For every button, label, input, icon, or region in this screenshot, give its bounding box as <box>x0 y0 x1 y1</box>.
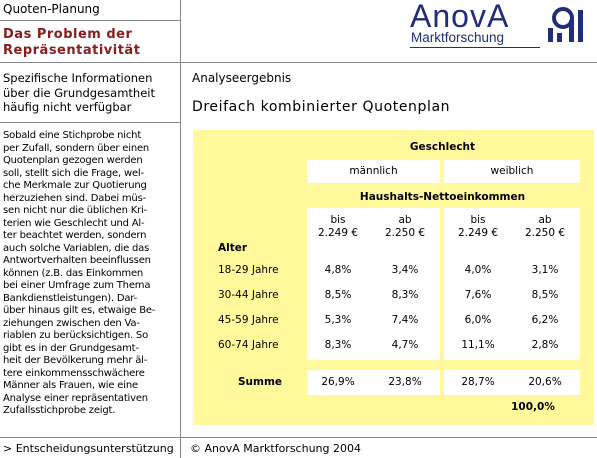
sidebar-title: Das Problem der Repräsentativität <box>3 27 140 59</box>
rule <box>0 62 597 63</box>
cell-value: 6,0% <box>464 314 492 326</box>
gender-name: männlich <box>349 165 398 177</box>
body-line: über hinaus gilt es, etwaige Be- <box>3 305 156 316</box>
column-header: 2.250 € <box>524 227 566 239</box>
cell-value: 3,4% <box>391 264 419 276</box>
subtitle-line: Spezifische Informationen <box>3 71 153 85</box>
cell-value: 11,1% <box>461 339 495 351</box>
gender-label: Geschlecht <box>409 141 476 153</box>
column-header: ab <box>398 214 412 226</box>
body-line: Zufallsstichprobe zeigt. <box>3 405 116 416</box>
sidebar-body: Sobald eine Stichprobe nicht per Zufall, … <box>3 130 155 418</box>
cell-value: 2,8% <box>531 339 559 351</box>
logo-icon <box>548 7 583 42</box>
cell-value: 8,5% <box>531 289 559 301</box>
income-label: Haushalts-Nettoeinkommen <box>359 191 526 203</box>
body-line: ziehungen zwischen den Va- <box>3 317 140 329</box>
body-line: terien wie Geschlecht und Al- <box>3 217 145 229</box>
cell-value: 4,0% <box>464 264 492 276</box>
column-header: ab <box>538 214 552 226</box>
row-label: 18-29 Jahre <box>218 264 279 276</box>
sum-label: Summe <box>238 376 283 388</box>
row-label: 60-74 Jahre <box>218 339 279 351</box>
cell-value: 8,3% <box>391 289 419 301</box>
cell-value: 4,7% <box>391 339 419 351</box>
column-header: bis <box>470 214 486 226</box>
row-header: Alter <box>218 242 248 254</box>
column-header: 2.250 € <box>384 227 426 239</box>
subtitle-line: über die Grundgesamtheit <box>3 85 155 100</box>
logo-rule <box>410 47 540 48</box>
body-line: Männer als Frauen, wie eine <box>3 380 138 391</box>
sum-value: 23,8% <box>388 376 422 388</box>
rule <box>0 20 180 21</box>
row-label: 45-59 Jahre <box>218 314 279 326</box>
body-line: tere einkommensschwächere <box>3 367 145 379</box>
subtitle-line: häufig nicht verfügbar <box>3 100 132 114</box>
row-label: 30-44 Jahre <box>218 289 279 301</box>
body-line: riablen zu berücksichtigen. So <box>3 330 149 341</box>
body-line: Sobald eine Stichprobe nicht <box>3 130 142 141</box>
title-line: Das Problem der <box>3 27 133 42</box>
cell-value: 3,1% <box>531 264 559 276</box>
main-label: Analyseergebnis <box>192 71 292 85</box>
sum-value: 26,9% <box>321 376 355 388</box>
income-block <box>444 208 580 360</box>
cell-value: 6,2% <box>531 314 559 326</box>
body-line: che Merkmale zur Quotierung <box>3 180 147 191</box>
gender-name: weiblich <box>490 165 534 177</box>
column-header: 2.249 € <box>317 227 359 239</box>
body-line: bei einer Umfrage zum Thema <box>3 280 151 291</box>
sum-block <box>444 370 580 395</box>
main-title: Dreifach kombinierter Quotenplan <box>192 99 451 115</box>
divider <box>180 0 181 458</box>
body-line: Bankdienstleistungen). Dar- <box>3 292 137 304</box>
logo-sub: Marktforschung <box>411 30 505 45</box>
body-line: ter beachtet werden, sondern <box>3 230 147 241</box>
body-line: Antwortverhalten beeinflussen <box>3 255 151 266</box>
body-line: heit der Bevölkerung mehr äl- <box>3 355 148 366</box>
title-line: Repräsentativität <box>3 43 141 58</box>
sum-value: 20,6% <box>528 376 562 388</box>
body-line: Analyse einer repräsentativen <box>3 392 148 404</box>
quota-table: Geschlecht männlich weiblich Haushalts-Nett… <box>193 130 594 425</box>
copyright: © AnovA Marktforschung 2004 <box>190 442 361 455</box>
total: 100,0% <box>511 401 555 413</box>
body-line: herzuziehen sind. Dabei müs- <box>3 192 146 204</box>
body-line: können (z.B. das Einkommen <box>3 267 144 279</box>
body-line: soll, stellt sich die Frage, wel- <box>3 167 144 179</box>
gender-cell <box>307 160 440 183</box>
sum-value: 28,7% <box>461 376 495 388</box>
cell-value: 8,3% <box>324 339 352 351</box>
body-line: per Zufall, sondern über einen <box>3 142 150 154</box>
gender-cell <box>444 160 580 183</box>
cell-value: 7,4% <box>391 314 419 326</box>
income-block <box>307 208 440 360</box>
rule <box>0 437 597 438</box>
cell-value: 8,5% <box>324 289 352 301</box>
rule <box>0 122 180 123</box>
cell-value: 5,3% <box>324 314 352 326</box>
body-line: Quotenplan gezogen werden <box>3 155 143 166</box>
column-header: bis <box>330 214 346 226</box>
body-line: gibt es in der Grundgesamt- <box>3 342 139 354</box>
cell-value: 7,6% <box>464 289 492 301</box>
section-title: Quoten-Planung <box>3 2 100 16</box>
sidebar-subtitle: Spezifische Informationen über die Grundg… <box>3 71 155 115</box>
body-line: sen nicht nur die üblichen Kri- <box>3 205 147 216</box>
cell-value: 4,8% <box>324 264 352 276</box>
column-header: 2.249 € <box>457 227 499 239</box>
body-line: auch solche Variablen, die das <box>3 242 150 254</box>
nav-link[interactable]: > Entscheidungsunterstützung <box>3 442 174 455</box>
logo-name: AnovA <box>410 0 510 34</box>
sum-block <box>307 370 440 395</box>
